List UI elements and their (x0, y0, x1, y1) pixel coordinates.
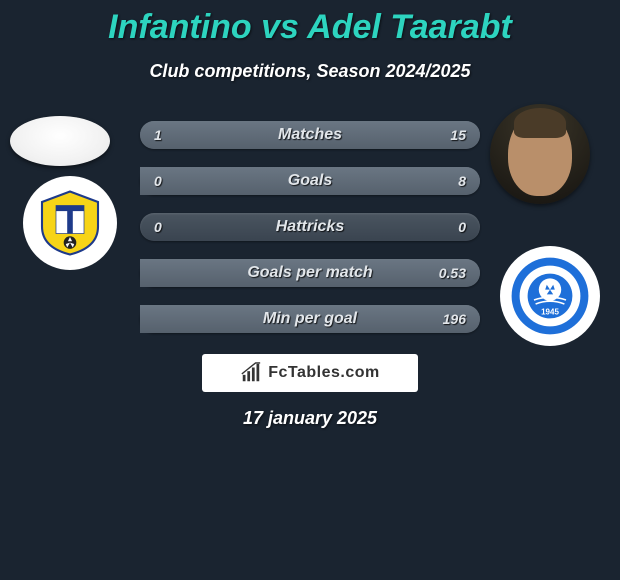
brand-text: FcTables.com (268, 364, 380, 382)
player-left-club-badge (23, 176, 117, 270)
stat-value-right: 15 (450, 127, 466, 143)
stat-label: Goals per match (140, 264, 480, 282)
svg-text:1945: 1945 (541, 307, 559, 316)
stat-label: Min per goal (140, 310, 480, 328)
player-right-avatar (490, 104, 590, 204)
stat-label: Matches (140, 126, 480, 144)
brand-badge[interactable]: FcTables.com (202, 354, 418, 392)
stat-value-right: 0.53 (439, 265, 466, 281)
club-right-icon: 1945 (510, 256, 590, 336)
player-right-club-badge: 1945 (500, 246, 600, 346)
stat-label: Hattricks (140, 218, 480, 236)
stat-value-right: 0 (458, 219, 466, 235)
stat-label: Goals (140, 172, 480, 190)
date-label: 17 january 2025 (0, 408, 620, 429)
face-icon (508, 112, 572, 196)
player-left-avatar (10, 116, 110, 166)
stat-value-right: 196 (443, 311, 466, 327)
stat-row: Goals per match0.53 (140, 259, 480, 287)
stat-row: 1Matches15 (140, 121, 480, 149)
chart-icon (240, 362, 262, 384)
page-subtitle: Club competitions, Season 2024/2025 (0, 61, 620, 82)
stat-row: Min per goal196 (140, 305, 480, 333)
stat-row: 0Hattricks0 (140, 213, 480, 241)
stats-list: 1Matches150Goals80Hattricks0Goals per ma… (140, 121, 480, 351)
stat-row: 0Goals8 (140, 167, 480, 195)
stat-value-right: 8 (458, 173, 466, 189)
club-left-icon (35, 188, 105, 258)
page-title: Infantino vs Adel Taarabt (0, 0, 620, 47)
